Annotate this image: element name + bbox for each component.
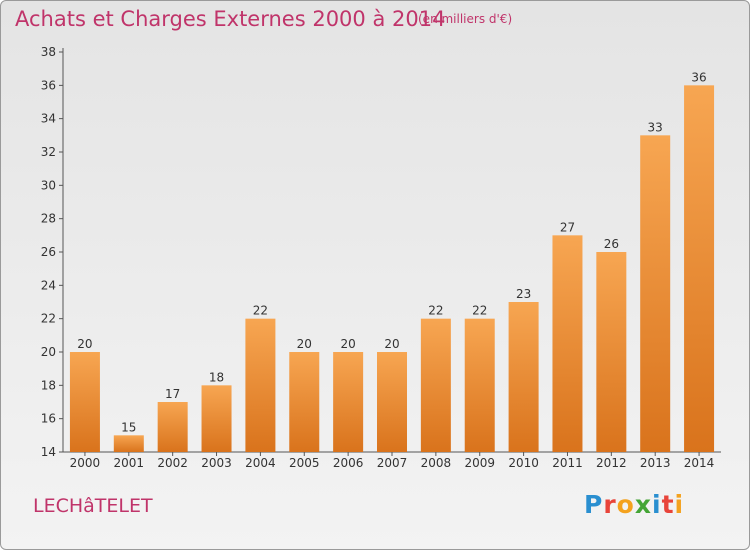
y-tick-label: 28 (41, 212, 56, 226)
bar (333, 352, 364, 452)
proxiti-logo: Proxiti (584, 490, 684, 519)
x-tick-label: 2014 (684, 456, 715, 470)
y-tick-label: 32 (41, 145, 56, 159)
bar (245, 318, 276, 452)
y-tick-label: 14 (41, 445, 56, 459)
y-tick-label: 38 (41, 45, 56, 59)
bar-value-label: 26 (604, 237, 619, 251)
bar (289, 352, 320, 452)
bar-value-label: 27 (560, 220, 575, 234)
y-tick-label: 30 (41, 178, 56, 192)
x-tick-label: 2004 (245, 456, 276, 470)
x-tick-label: 2009 (464, 456, 495, 470)
bar-value-label: 22 (253, 304, 268, 318)
y-tick-label: 34 (41, 112, 56, 126)
bar-value-label: 20 (77, 337, 92, 351)
bar-value-label: 22 (428, 304, 443, 318)
bar-value-label: 20 (297, 337, 312, 351)
bar (201, 385, 232, 452)
bar-value-label: 17 (165, 387, 180, 401)
bar (552, 235, 583, 452)
logo-letter: t (661, 490, 675, 519)
chart-subtitle: (en milliers d'€) (418, 12, 513, 26)
x-tick-label: 2008 (421, 456, 452, 470)
x-tick-label: 2007 (377, 456, 408, 470)
bar (377, 352, 407, 452)
bar (69, 352, 100, 452)
logo-letter: r (603, 490, 617, 519)
y-tick-label: 16 (41, 412, 56, 426)
x-tick-label: 2006 (333, 456, 364, 470)
bar (464, 318, 495, 452)
x-tick-label: 2011 (552, 456, 583, 470)
y-tick-label: 18 (41, 378, 56, 392)
logo-letter: o (616, 490, 635, 519)
logo-letter: P (584, 490, 604, 519)
bar-value-label: 18 (209, 370, 224, 384)
y-tick-label: 26 (41, 245, 56, 259)
logo-letter: x (634, 490, 652, 519)
bar (157, 402, 188, 452)
bar-value-label: 33 (648, 120, 663, 134)
logo-letter: i (674, 490, 685, 519)
bar (508, 302, 539, 452)
x-tick-label: 2002 (157, 456, 188, 470)
x-tick-label: 2010 (508, 456, 539, 470)
x-tick-label: 2000 (70, 456, 101, 470)
bar (596, 252, 627, 452)
chart-title: Achats et Charges Externes 2000 à 2014 (15, 7, 446, 31)
bar-value-label: 20 (384, 337, 399, 351)
commune-name: LECHâTELET (33, 495, 153, 517)
x-tick-label: 2001 (114, 456, 145, 470)
y-tick-label: 24 (41, 278, 56, 292)
y-tick-label: 20 (41, 345, 56, 359)
bar-value-label: 36 (691, 70, 706, 84)
bar-value-label: 20 (340, 337, 355, 351)
x-tick-label: 2003 (201, 456, 232, 470)
bar-value-label: 15 (121, 420, 136, 434)
bar-value-label: 22 (472, 304, 487, 318)
bar (640, 135, 671, 453)
y-tick-label: 22 (41, 312, 56, 326)
x-tick-label: 2005 (289, 456, 320, 470)
bar-value-label: 23 (516, 287, 531, 301)
bar (684, 85, 715, 452)
bar (113, 435, 144, 452)
x-tick-label: 2012 (596, 456, 627, 470)
logo-letter: i (652, 490, 662, 519)
bar (420, 318, 451, 452)
y-tick-label: 36 (41, 78, 56, 92)
x-tick-label: 2013 (640, 456, 671, 470)
